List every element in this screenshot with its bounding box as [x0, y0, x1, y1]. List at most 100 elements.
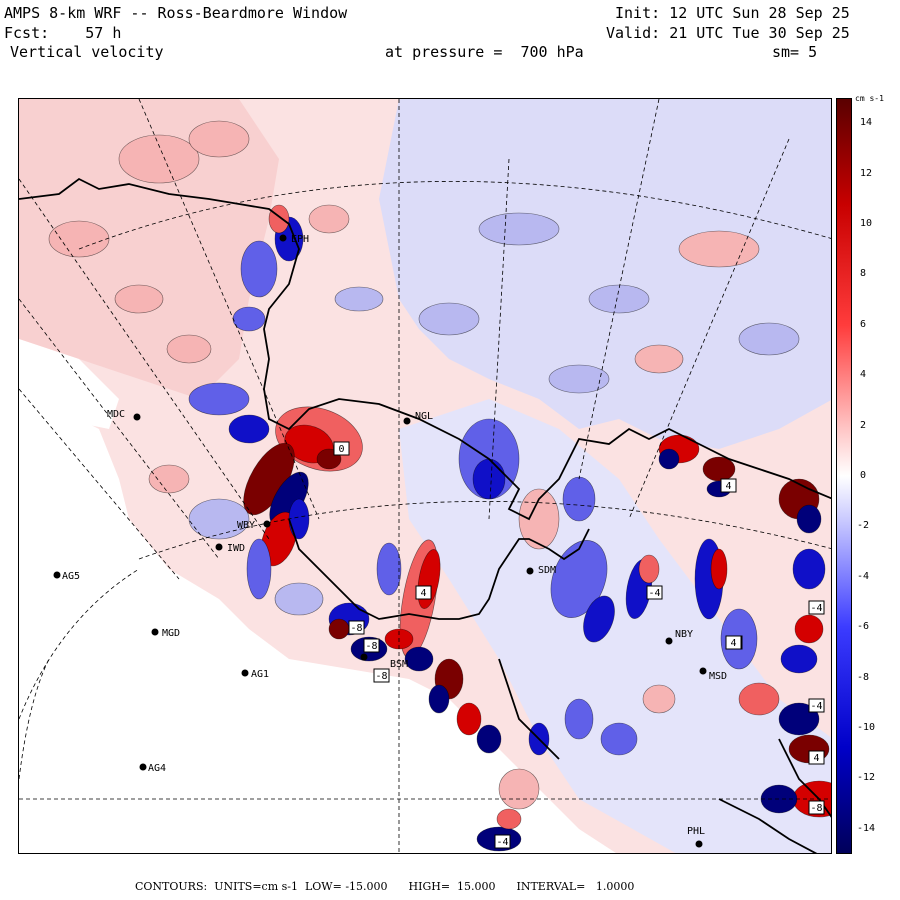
velocity-cell: [472, 458, 506, 500]
coastline: [19, 177, 831, 853]
station-label: SDM: [538, 565, 556, 576]
station-dot: [699, 667, 707, 675]
contour-label-text: 4: [725, 481, 731, 492]
velocity-cell: [274, 582, 324, 616]
station-msd: MSD: [699, 667, 727, 682]
velocity-cell: [166, 334, 212, 364]
station-iwd: IWD: [215, 543, 245, 554]
station-eph: EPH: [279, 234, 309, 245]
velocity-cell: [476, 724, 502, 754]
contour-label-text: -8: [810, 803, 822, 814]
station-dot: [263, 520, 271, 528]
velocity-cell: [148, 464, 190, 494]
contour-label-text: 4: [730, 638, 736, 649]
station-ag5: AG5: [53, 571, 80, 582]
station-label: MGD: [162, 628, 180, 639]
field-name: Vertical velocity: [10, 43, 164, 61]
contour-label-text: -4: [496, 837, 508, 848]
station-mgd: MGD: [151, 628, 180, 639]
contour-label-text: -4: [810, 603, 822, 614]
contour-label-text: 4: [420, 588, 426, 599]
velocity-cell: [548, 364, 610, 394]
colorbar-tick-label: 0: [860, 470, 867, 481]
colorbar-tick-label: 4: [860, 369, 867, 381]
contour-labels: 04-8-84-4-4-8-4-44-44-8: [333, 441, 825, 849]
colorbar-tick-label: -12: [857, 772, 876, 784]
graticule-line: [19, 178, 270, 540]
station-dot: [139, 763, 147, 771]
velocity-cell: [792, 548, 826, 590]
station-dot: [279, 234, 287, 242]
model-title: AMPS 8-km WRF -- Ross-Beardmore Window: [4, 4, 348, 22]
station-dot: [133, 413, 141, 421]
velocity-contour-cells: [48, 120, 831, 852]
velocity-cell: [478, 212, 560, 246]
velocity-cell: [48, 220, 110, 258]
colorbar-tick-label: -6: [857, 621, 870, 633]
weak-downward-region: [379, 99, 831, 449]
weak-downward-region-ice-shelf: [399, 399, 831, 853]
station-label: NGL: [415, 411, 433, 422]
station-dot: [665, 637, 673, 645]
colorbar-tick-label: -2: [857, 520, 870, 532]
station-label: WBY: [237, 520, 255, 531]
station-dot: [53, 571, 61, 579]
station-label: AG1: [251, 669, 269, 680]
velocity-cell: [418, 302, 480, 336]
velocity-cell: [456, 702, 482, 736]
contour-label: -4: [808, 698, 825, 713]
velocity-cell: [498, 768, 540, 810]
coastline-segment: [718, 798, 818, 853]
valid-time: Valid: 21 UTC Tue 30 Sep 25: [606, 24, 850, 42]
velocity-cell: [428, 684, 450, 714]
contour-label: -8: [363, 638, 380, 653]
contour-label-text: -8: [375, 671, 387, 682]
colorbar-tick-label: -8: [857, 671, 870, 683]
colorbar-tick-label: -14: [857, 822, 876, 834]
contour-label: 4: [808, 750, 825, 765]
station-dot: [360, 653, 368, 661]
graticule-line: [628, 138, 790, 520]
contour-label: 4: [725, 635, 742, 650]
colorbar-tick-label: 2: [860, 419, 867, 431]
graticule-line: [138, 500, 831, 560]
colorbar-tick-label: 6: [860, 318, 867, 330]
velocity-cell: [780, 644, 818, 674]
velocity-cell: [240, 240, 278, 298]
velocity-cell: [188, 382, 250, 416]
station-ngl: NGL: [403, 411, 433, 425]
coastline-segment: [288, 518, 590, 620]
velocity-cell: [794, 614, 824, 644]
graticule-line: [78, 181, 831, 250]
colorbar-tick-label: -4: [857, 570, 870, 582]
velocity-cell: [334, 286, 384, 312]
station-phl: PHL: [687, 826, 705, 848]
contour-info: CONTOURS: UNITS=cm s-1 LOW= -15.000 HIGH…: [135, 880, 635, 893]
masked-plateau-region: [19, 399, 616, 853]
masked-coast-region: [19, 339, 119, 429]
station-dot: [241, 669, 249, 677]
velocity-cell: [246, 538, 272, 600]
station-nby: NBY: [665, 629, 693, 645]
station-label: NBY: [675, 629, 693, 640]
station-label: MSD: [709, 671, 727, 682]
station-mdc: MDC: [107, 409, 141, 421]
colorbar-tick-label: 10: [860, 218, 873, 229]
contour-label-text: -8: [365, 641, 377, 652]
colorbar-units: cm s-1: [855, 94, 884, 103]
contour-label-text: -4: [648, 588, 660, 599]
contour-label: -4: [646, 585, 663, 600]
forecast-hour: Fcst: 57 h: [4, 24, 122, 42]
velocity-cell: [496, 808, 522, 830]
graticule: [19, 99, 831, 853]
weak-upward-region-west: [19, 99, 279, 399]
contour-label: -8: [348, 620, 365, 635]
velocity-cell: [710, 548, 728, 590]
station-wby: WBY: [237, 520, 271, 531]
contour-label-text: 0: [338, 444, 344, 455]
station-label: IWD: [227, 543, 245, 554]
colorbar-tick-label: 12: [860, 167, 873, 179]
velocity-cell: [562, 476, 596, 522]
station-label: AG4: [148, 763, 166, 774]
smoothing-value: sm= 5: [772, 43, 818, 61]
